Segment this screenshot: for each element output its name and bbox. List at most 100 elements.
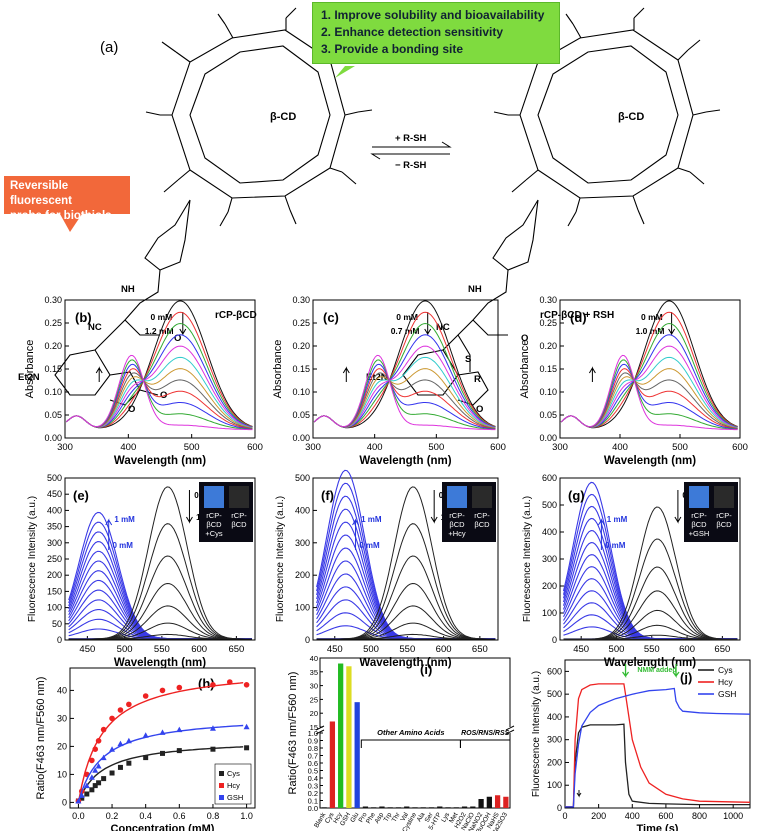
y-tick-label: 0.9 [308, 737, 318, 746]
x-tick-label: 400 [612, 442, 628, 453]
s-label-right: S [465, 354, 471, 365]
x-tick-label: 550 [644, 644, 660, 655]
panel-label: (f) [321, 488, 334, 503]
y-tick-label: 0.00 [539, 433, 557, 443]
y-tick-label: 0.20 [539, 341, 557, 351]
concentration-arrow [179, 312, 187, 336]
reaction-scheme: (a) β-CD NH NC O Et2N O O rCP-βCD [18, 7, 721, 415]
blue-emission-trace [316, 599, 496, 640]
absorbance-panel: 300 400 500 600 0.00 0.05 0.10 0.15 0.20 0.25 0.30… [272, 295, 506, 467]
ros-bracket [459, 739, 511, 748]
blue-vial-glow [689, 486, 709, 508]
concentration-arrow [668, 312, 676, 336]
x-tick-label: 300 [57, 442, 73, 453]
black-emission-trace [316, 582, 496, 640]
bar [354, 702, 360, 808]
bar [445, 807, 451, 808]
right-probe-structure [402, 199, 539, 406]
bar [503, 796, 509, 808]
thiols-added-arrow [576, 790, 582, 798]
blue-vial-glow [204, 486, 224, 508]
inset-label-sample: +GSH [689, 529, 710, 538]
legend-marker [219, 771, 224, 776]
panel-label: (c) [323, 310, 339, 325]
amine-label-right: Et2N [366, 372, 388, 383]
y-tick-label: 150 [47, 586, 62, 596]
bar [346, 666, 352, 808]
blue-series-end-label: 0 mM [113, 541, 134, 550]
cd-label-left: β-CD [270, 111, 296, 123]
y-tick-label: 0.15 [539, 364, 557, 374]
y-tick-label: 0 [57, 635, 62, 645]
y-tick-label: 300 [542, 554, 557, 564]
y-axis-label: Fluorescence Intensity (a.u.) [275, 496, 286, 622]
left-compound-name: rCP-βCD [215, 310, 257, 321]
y-tick-label: 40 [310, 654, 318, 663]
blue-emission-trace [68, 531, 252, 640]
y-tick-label: 300 [295, 538, 310, 548]
y-tick-label: 25 [310, 695, 318, 704]
absorbance-panel: 300 400 500 600 0.00 0.05 0.10 0.15 0.20 0.25 0.30… [24, 295, 263, 467]
data-point [79, 795, 85, 801]
bar [329, 721, 336, 808]
data-point [89, 787, 95, 793]
bar [395, 807, 402, 808]
y-tick-label: 0 [552, 635, 557, 645]
x-tick-label: 650 [714, 644, 730, 655]
blue-series-end-label: 0 mM [359, 541, 380, 550]
fluorescence-panels: 450 500 550 600 6500501001502002503003504004… [27, 469, 741, 669]
y-tick-label: 0.7 [308, 752, 318, 761]
x-tick-label: 600 [658, 811, 673, 821]
category-label: Met [448, 811, 460, 824]
data-point [126, 701, 132, 708]
inset-label-sample: +Hcy [448, 529, 466, 538]
x-tick-label: 0.0 [72, 811, 85, 821]
y-axis-label: Absorbance [272, 340, 284, 399]
category-label: Lys [440, 811, 451, 824]
bar [420, 807, 426, 808]
data-point [88, 774, 95, 780]
data-point [92, 767, 99, 773]
left-probe-structure [54, 199, 191, 406]
data-point [176, 748, 182, 754]
x-tick-label: 600 [436, 644, 452, 655]
data-point [117, 764, 123, 770]
y-tick-label: 0.1 [308, 797, 318, 806]
legend-entry: Cys [227, 769, 240, 778]
category-label: Ser [424, 811, 436, 824]
bar [321, 807, 327, 808]
y-tick-label: 0.10 [292, 387, 310, 397]
nh-label-right: NH [468, 284, 482, 295]
x-tick-label: 300 [552, 442, 568, 453]
y-tick-label: 200 [47, 570, 62, 580]
x-tick-label: 600 [679, 644, 695, 655]
absorbance-trace [560, 359, 738, 430]
absorbance-panel: 300 400 500 600 0.00 0.05 0.10 0.15 0.20 0.25 0.30… [519, 295, 748, 467]
dark-vial [229, 486, 249, 508]
data-point [109, 746, 116, 752]
data-point [117, 707, 124, 713]
y-tick-label: 0.25 [292, 318, 310, 328]
x-axis-label: Wavelength (nm) [114, 657, 206, 669]
y-tick-label: 500 [547, 689, 562, 699]
x-axis-label: Wavelength (nm) [114, 455, 206, 467]
y-tick-label: 0.25 [44, 318, 62, 328]
data-point [176, 684, 183, 691]
bar [437, 806, 443, 808]
increase-arrow [588, 366, 596, 382]
y-tick-label: 40 [57, 685, 67, 695]
x-tick-label: 1.0 [240, 811, 253, 821]
y-tick-label: 50 [52, 619, 62, 629]
concentration-start-label: 0 mM [151, 312, 173, 322]
y-tick-label: 100 [295, 603, 310, 613]
x-tick-label: 1000 [723, 811, 743, 821]
data-point [92, 746, 99, 752]
y-tick-label: 350 [47, 522, 62, 532]
y-tick-label: 0.3 [308, 782, 318, 791]
y-tick-label: 30 [57, 713, 67, 723]
inset-label-sample: rCP- [449, 511, 465, 520]
blue-emission-trace [316, 573, 496, 640]
y-tick-label: 300 [547, 735, 562, 745]
x-tick-label: 500 [672, 442, 688, 453]
inset-label-control: rCP- [231, 511, 247, 520]
